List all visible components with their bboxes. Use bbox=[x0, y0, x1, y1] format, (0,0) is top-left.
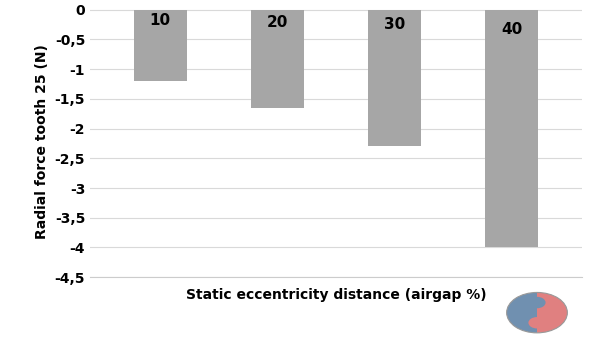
Text: 20: 20 bbox=[267, 15, 288, 30]
Bar bbox=[368, 10, 421, 146]
Wedge shape bbox=[506, 292, 537, 333]
X-axis label: Static eccentricity distance (airgap %): Static eccentricity distance (airgap %) bbox=[185, 288, 487, 301]
Circle shape bbox=[529, 297, 545, 308]
Text: 40: 40 bbox=[501, 22, 523, 37]
Bar bbox=[134, 10, 187, 81]
Text: 10: 10 bbox=[150, 13, 171, 28]
Y-axis label: Radial force tooth 25 (N): Radial force tooth 25 (N) bbox=[35, 45, 49, 239]
Wedge shape bbox=[537, 292, 568, 333]
Text: 30: 30 bbox=[384, 17, 405, 31]
Bar bbox=[251, 10, 304, 108]
Circle shape bbox=[529, 317, 545, 329]
Bar bbox=[485, 10, 538, 247]
